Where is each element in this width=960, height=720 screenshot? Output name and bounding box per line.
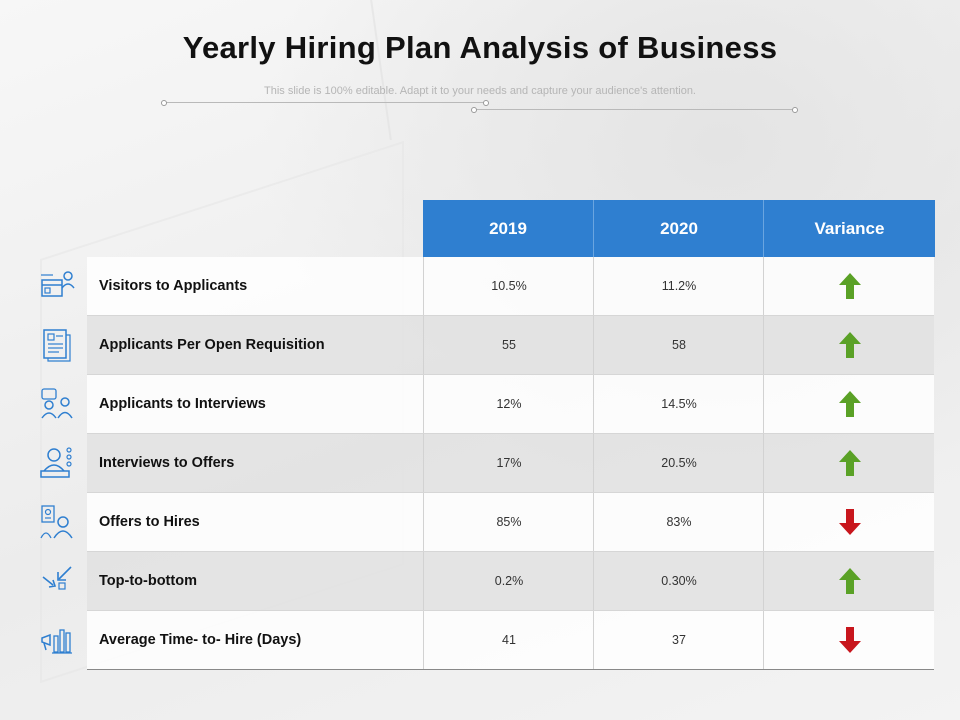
row-label: Interviews to Offers: [99, 455, 235, 471]
table-row: Average Time- to- Hire (Days) 41 37: [41, 611, 935, 670]
arrows-inward-icon: [39, 563, 75, 599]
hiring-plan-table: 2019 2020 Variance Visitors to Applicant…: [40, 200, 935, 670]
value-2020: 11.2%: [593, 257, 764, 315]
value-2019: 12%: [423, 375, 594, 433]
web-visitor-icon: [39, 268, 75, 304]
value-2020: 37: [593, 611, 764, 669]
hire-people-icon: [39, 504, 75, 540]
value-2020: 14.5%: [593, 375, 764, 433]
header-2020: 2020: [593, 200, 764, 257]
background-laptop-shape: [370, 0, 952, 140]
value-2020: 83%: [593, 493, 764, 551]
decor-dot: [471, 107, 477, 113]
table-row: Applicants to Interviews 12% 14.5%: [41, 375, 935, 434]
value-2019: 41: [423, 611, 594, 669]
header-variance: Variance: [763, 200, 935, 257]
table-row: Top-to-bottom 0.2% 0.30%: [42, 552, 935, 611]
slide-title: Yearly Hiring Plan Analysis of Business: [182, 30, 778, 65]
value-2019: 85%: [423, 493, 594, 551]
row-label: Applicants to Interviews: [99, 396, 266, 412]
resume-document-icon: [39, 327, 75, 363]
value-2020: 0.30%: [593, 552, 764, 610]
decor-dot: [792, 107, 798, 113]
row-label: Applicants Per Open Requisition: [99, 337, 325, 353]
interview-people-icon: [39, 386, 75, 422]
decor-dot: [161, 100, 167, 106]
megaphone-chart-icon: [39, 622, 75, 658]
arrow-up-icon: [763, 434, 935, 492]
row-label: Top-to-bottom: [99, 573, 197, 589]
arrow-up-icon: [763, 316, 935, 374]
table-row: Interviews to Offers 17% 20.5%: [40, 434, 935, 493]
arrow-down-icon: [763, 493, 935, 551]
value-2020: 58: [593, 316, 764, 374]
arrow-up-icon: [763, 257, 935, 315]
arrow-up-icon: [763, 552, 935, 610]
decor-line: [474, 109, 794, 110]
decor-dot: [483, 100, 489, 106]
slide-subtitle: This slide is 100% editable. Adapt it to…: [264, 85, 696, 97]
table-row: Offers to Hires 85% 83%: [40, 493, 935, 552]
table-header-row: 2019 2020 Variance: [87, 200, 935, 257]
value-2019: 17%: [423, 434, 594, 492]
value-2019: 10.5%: [423, 257, 594, 315]
table-row: Visitors to Applicants 10.5% 11.2%: [41, 257, 935, 316]
value-2019: 55: [423, 316, 594, 374]
arrow-down-icon: [763, 611, 935, 669]
decor-line: [164, 102, 486, 103]
value-2020: 20.5%: [593, 434, 764, 492]
row-label: Average Time- to- Hire (Days): [99, 632, 302, 648]
row-label: Offers to Hires: [99, 514, 200, 530]
value-2019: 0.2%: [423, 552, 594, 610]
arrow-up-icon: [763, 375, 935, 433]
header-2019: 2019: [423, 200, 593, 257]
offer-desk-icon: [39, 445, 75, 481]
row-label: Visitors to Applicants: [99, 278, 248, 294]
table-row: Applicants Per Open Requisition 55 58: [43, 316, 935, 375]
